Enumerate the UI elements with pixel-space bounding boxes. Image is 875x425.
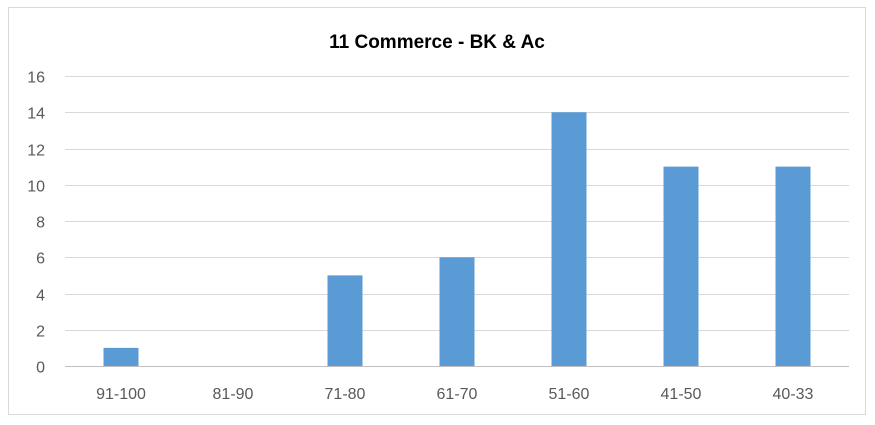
y-tick-label: 6 xyxy=(36,251,45,268)
y-tick-label: 2 xyxy=(36,324,45,341)
gridlines xyxy=(65,76,849,367)
bar-chart: 11 Commerce - BK & Ac 0 2 4 6 8 10 12 14 16 91-1… xyxy=(27,32,849,403)
x-tick-label: 61-70 xyxy=(437,386,478,403)
bar-91-100 xyxy=(103,347,139,366)
y-tick-label: 14 xyxy=(27,106,45,123)
bar-71-80 xyxy=(327,275,363,366)
chart-title: 11 Commerce - BK & Ac xyxy=(329,32,545,53)
x-tick-label: 91-100 xyxy=(96,386,146,403)
x-tick-label: 40-33 xyxy=(773,386,814,403)
y-tick-label: 12 xyxy=(27,143,45,160)
y-axis-tick-labels: 0 2 4 6 8 10 12 14 16 xyxy=(27,70,45,377)
y-tick-label: 8 xyxy=(36,215,45,232)
y-tick-label: 16 xyxy=(27,70,45,87)
x-tick-label: 41-50 xyxy=(661,386,702,403)
bar-40-33 xyxy=(775,166,811,366)
bar-51-60 xyxy=(551,112,587,366)
bars xyxy=(103,112,811,366)
bar-61-70 xyxy=(439,257,475,366)
y-tick-label: 4 xyxy=(36,288,45,305)
x-tick-label: 81-90 xyxy=(213,386,254,403)
x-tick-label: 51-60 xyxy=(549,386,590,403)
bar-41-50 xyxy=(663,166,699,366)
x-tick-label: 71-80 xyxy=(325,386,366,403)
y-tick-label: 10 xyxy=(27,179,45,196)
y-tick-label: 0 xyxy=(36,360,45,377)
chart-frame: 11 Commerce - BK & Ac 0 2 4 6 8 10 12 14 16 91-1… xyxy=(8,7,866,415)
x-axis-tick-labels: 91-100 81-90 71-80 61-70 51-60 41-50 40-33 xyxy=(96,386,813,403)
